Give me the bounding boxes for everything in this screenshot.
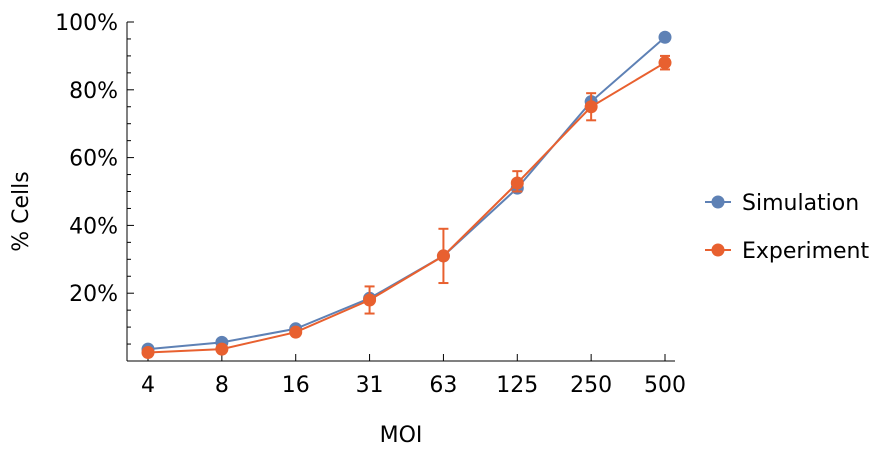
y-tick-label: 60% [69,147,118,172]
x-tick-label: 4 [141,373,155,398]
x-tick-label: 8 [215,373,229,398]
y-tick-label: 20% [69,282,118,307]
x-axis-title: MOI [380,423,423,448]
series-layer [141,30,672,360]
experiment-point [215,342,229,356]
legend-item-experiment: Experiment [705,239,869,264]
legend-label: Simulation [742,191,859,216]
legend-item-simulation: Simulation [705,191,859,216]
legend-label: Experiment [742,239,869,264]
experiment-point [363,293,377,307]
experiment-point [584,100,598,114]
experiment-line [147,61,666,354]
x-tick-label: 16 [282,373,310,398]
y-tick-label: 40% [69,214,118,239]
legend-swatch-marker [711,195,725,209]
legend-swatch-marker [711,243,725,257]
series-experiment [141,54,672,360]
x-tick-label: 250 [570,373,612,398]
axes: 20% 40% 60% 80% 100% 4 8 16 31 63 125 250 500 [55,11,686,398]
experiment-point [141,346,155,360]
experiment-point [289,325,303,339]
x-tick-label: 31 [356,373,384,398]
y-tick-label: 80% [69,79,118,104]
experiment-point [658,56,672,70]
x-tick-label: 63 [429,373,457,398]
series-simulation [141,30,672,356]
x-tick-label: 500 [644,373,686,398]
experiment-point [510,176,524,190]
x-tick-label: 125 [496,373,538,398]
experiment-point [436,249,450,263]
y-tick-label: 100% [55,11,118,36]
simulation-line [147,36,666,351]
y-axis-title: % Cells [9,171,34,251]
simulation-point [658,30,672,44]
legend: Simulation Experiment [705,191,869,264]
